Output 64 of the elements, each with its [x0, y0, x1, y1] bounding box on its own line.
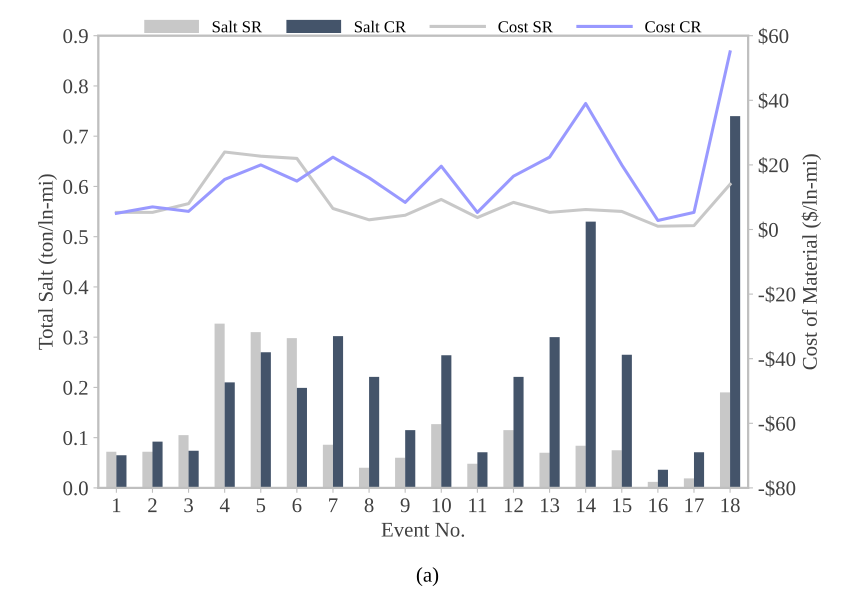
bar: [405, 430, 416, 488]
bar: [332, 336, 344, 488]
x-tick-label: 11: [469, 498, 486, 512]
y-tick-label: 0.0: [63, 481, 88, 496]
legend-label: Salt SR: [212, 20, 262, 32]
y2-tick-label: -$80: [758, 480, 796, 497]
y2-tick-label: -$60: [758, 415, 796, 432]
y-tick-label: 0.4: [63, 280, 88, 294]
x-tick-label: 5: [256, 498, 266, 512]
x-tick-label: 17: [685, 498, 704, 512]
text: (a): [416, 567, 438, 586]
x-tick-label: 13: [540, 498, 560, 512]
bar: [622, 354, 632, 488]
y2-tick-label: -$40: [758, 350, 796, 368]
bar: [441, 355, 452, 488]
y-tick-label: 0.6: [63, 180, 88, 194]
x-tick-label: 12: [504, 498, 523, 512]
legend-label: Cost CR: [645, 21, 702, 32]
bar: [550, 337, 560, 488]
bar: [586, 222, 596, 488]
y-tick-label: 0.9: [63, 29, 88, 44]
bar: [658, 470, 668, 488]
x-tick-label: 3: [184, 498, 193, 512]
x-tick-label: 9: [400, 498, 410, 512]
y-tick-label: 0.2: [63, 380, 88, 395]
x-tick-label: 4: [220, 498, 230, 512]
x-tick-label: 1: [113, 498, 120, 512]
bar: [369, 376, 380, 488]
line-series: [114, 50, 732, 222]
bar: [296, 388, 307, 488]
x-tick-label: 14: [577, 498, 596, 512]
bar: [694, 452, 704, 488]
bar: [260, 352, 271, 488]
x-tick-label: 10: [432, 498, 451, 512]
y-tick-label: 0.7: [63, 130, 88, 144]
x-tick-label: 2: [148, 498, 157, 512]
x-tick-label: 7: [329, 498, 338, 512]
x-tick-label: 18: [721, 498, 740, 512]
line-series: [114, 150, 732, 228]
bar: [152, 442, 163, 488]
y-tick-label: 0.5: [63, 230, 88, 244]
bar: [116, 455, 126, 488]
y2-tick-label: $40: [758, 92, 788, 110]
bar: [224, 382, 235, 488]
y-tick-label: 0.8: [63, 79, 88, 94]
x-tick-label: 6: [292, 498, 302, 512]
legend-label: Cost SR: [498, 21, 553, 32]
y2-tick-label: -$20: [758, 286, 796, 303]
bar: [188, 450, 199, 488]
y2-axis-title: Cost of Material ($/ln-mi): [802, 154, 822, 370]
x-tick-label: 15: [613, 498, 632, 512]
x-axis-title: Event No.: [382, 522, 464, 537]
x-tick-label: 16: [649, 498, 668, 512]
legend-label: Salt CR: [354, 20, 406, 32]
bar: [730, 116, 740, 488]
x-tick-label: 8: [364, 498, 374, 512]
y2-tick-label: $60: [758, 28, 788, 45]
bar: [513, 376, 524, 488]
y2-tick-label: $20: [758, 157, 788, 174]
y2-tick-label: $0: [758, 222, 778, 238]
bar: [477, 452, 488, 488]
y-tick-label: 0.3: [63, 330, 88, 345]
y-tick-label: 0.1: [63, 431, 88, 446]
y-axis-title: Total Salt (ton/ln-mi): [38, 174, 58, 350]
